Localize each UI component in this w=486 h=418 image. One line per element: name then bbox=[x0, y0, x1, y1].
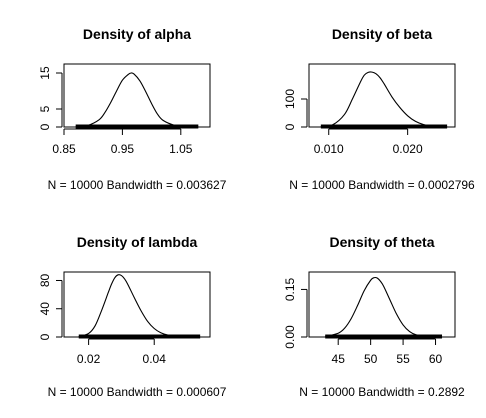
y-tick-label-0: 0.00 bbox=[283, 325, 297, 349]
plot-frame bbox=[63, 271, 211, 338]
y-tick-label-0: 0 bbox=[38, 123, 52, 130]
y-tick-label-100: 100 bbox=[283, 89, 297, 109]
sample-bandwidth-label: N = 10000 Bandwidth = 0.003627 bbox=[48, 178, 227, 192]
density-line-1 bbox=[325, 276, 443, 338]
y-tick-label-15: 15 bbox=[38, 66, 52, 80]
x-tick-label-0-02: 0.02 bbox=[77, 352, 101, 366]
panel-title: Density of beta bbox=[332, 26, 433, 42]
x-tick-label-0-02: 0.020 bbox=[393, 142, 423, 156]
panel-title: Density of lambda bbox=[77, 234, 198, 250]
rug-marks bbox=[320, 124, 448, 129]
sample-bandwidth-label: N = 10000 Bandwidth = 0.2892 bbox=[299, 385, 465, 399]
density-line-1 bbox=[78, 274, 201, 338]
y-tick-label-80: 80 bbox=[38, 273, 52, 287]
x-tick-label-0-01: 0.010 bbox=[314, 142, 344, 156]
plot-frame bbox=[63, 63, 211, 128]
x-tick-label-0-95: 0.95 bbox=[111, 142, 135, 156]
x-tick-label-0-04: 0.04 bbox=[143, 352, 167, 366]
x-tick-label-0-85: 0.85 bbox=[52, 142, 76, 156]
plot-frame bbox=[308, 63, 456, 128]
rug-marks bbox=[78, 334, 201, 339]
plot-frame bbox=[308, 271, 456, 338]
rug-marks bbox=[75, 124, 199, 129]
y-tick-label-40: 40 bbox=[38, 302, 52, 316]
sample-bandwidth-label: N = 10000 Bandwidth = 0.0002796 bbox=[289, 178, 475, 192]
density-line-1 bbox=[320, 71, 448, 128]
panel-title: Density of theta bbox=[329, 234, 434, 250]
sample-bandwidth-label: N = 10000 Bandwidth = 0.000607 bbox=[48, 385, 227, 399]
y-tick-label-5: 5 bbox=[38, 105, 52, 112]
y-tick-label-0: 0 bbox=[38, 333, 52, 340]
x-tick-label-45: 45 bbox=[332, 352, 346, 366]
density-panel-1: Density of alpha 0.85 0.95 1.05 0 5 15 N = 1000… bbox=[38, 26, 227, 192]
density-line-1 bbox=[75, 72, 199, 128]
x-tick-label-1-05: 1.05 bbox=[169, 142, 193, 156]
x-tick-label-60: 60 bbox=[429, 352, 443, 366]
y-tick-label-0-15: 0.15 bbox=[283, 277, 297, 301]
x-tick-label-50: 50 bbox=[364, 352, 378, 366]
y-tick-label-0: 0 bbox=[283, 123, 297, 130]
panel-title: Density of alpha bbox=[83, 26, 191, 42]
density-panel-4: Density of theta 45 50 55 60 0.00 0.15 N = 1000… bbox=[283, 234, 465, 399]
density-panel-2: Density of beta 0.010 0.020 0 100 N = 10000 B… bbox=[283, 26, 475, 192]
rug-marks bbox=[325, 334, 443, 339]
density-panel-3: Density of lambda 0.02 0.04 0 40 80 N = 10000 … bbox=[38, 234, 227, 399]
x-tick-label-55: 55 bbox=[396, 352, 410, 366]
